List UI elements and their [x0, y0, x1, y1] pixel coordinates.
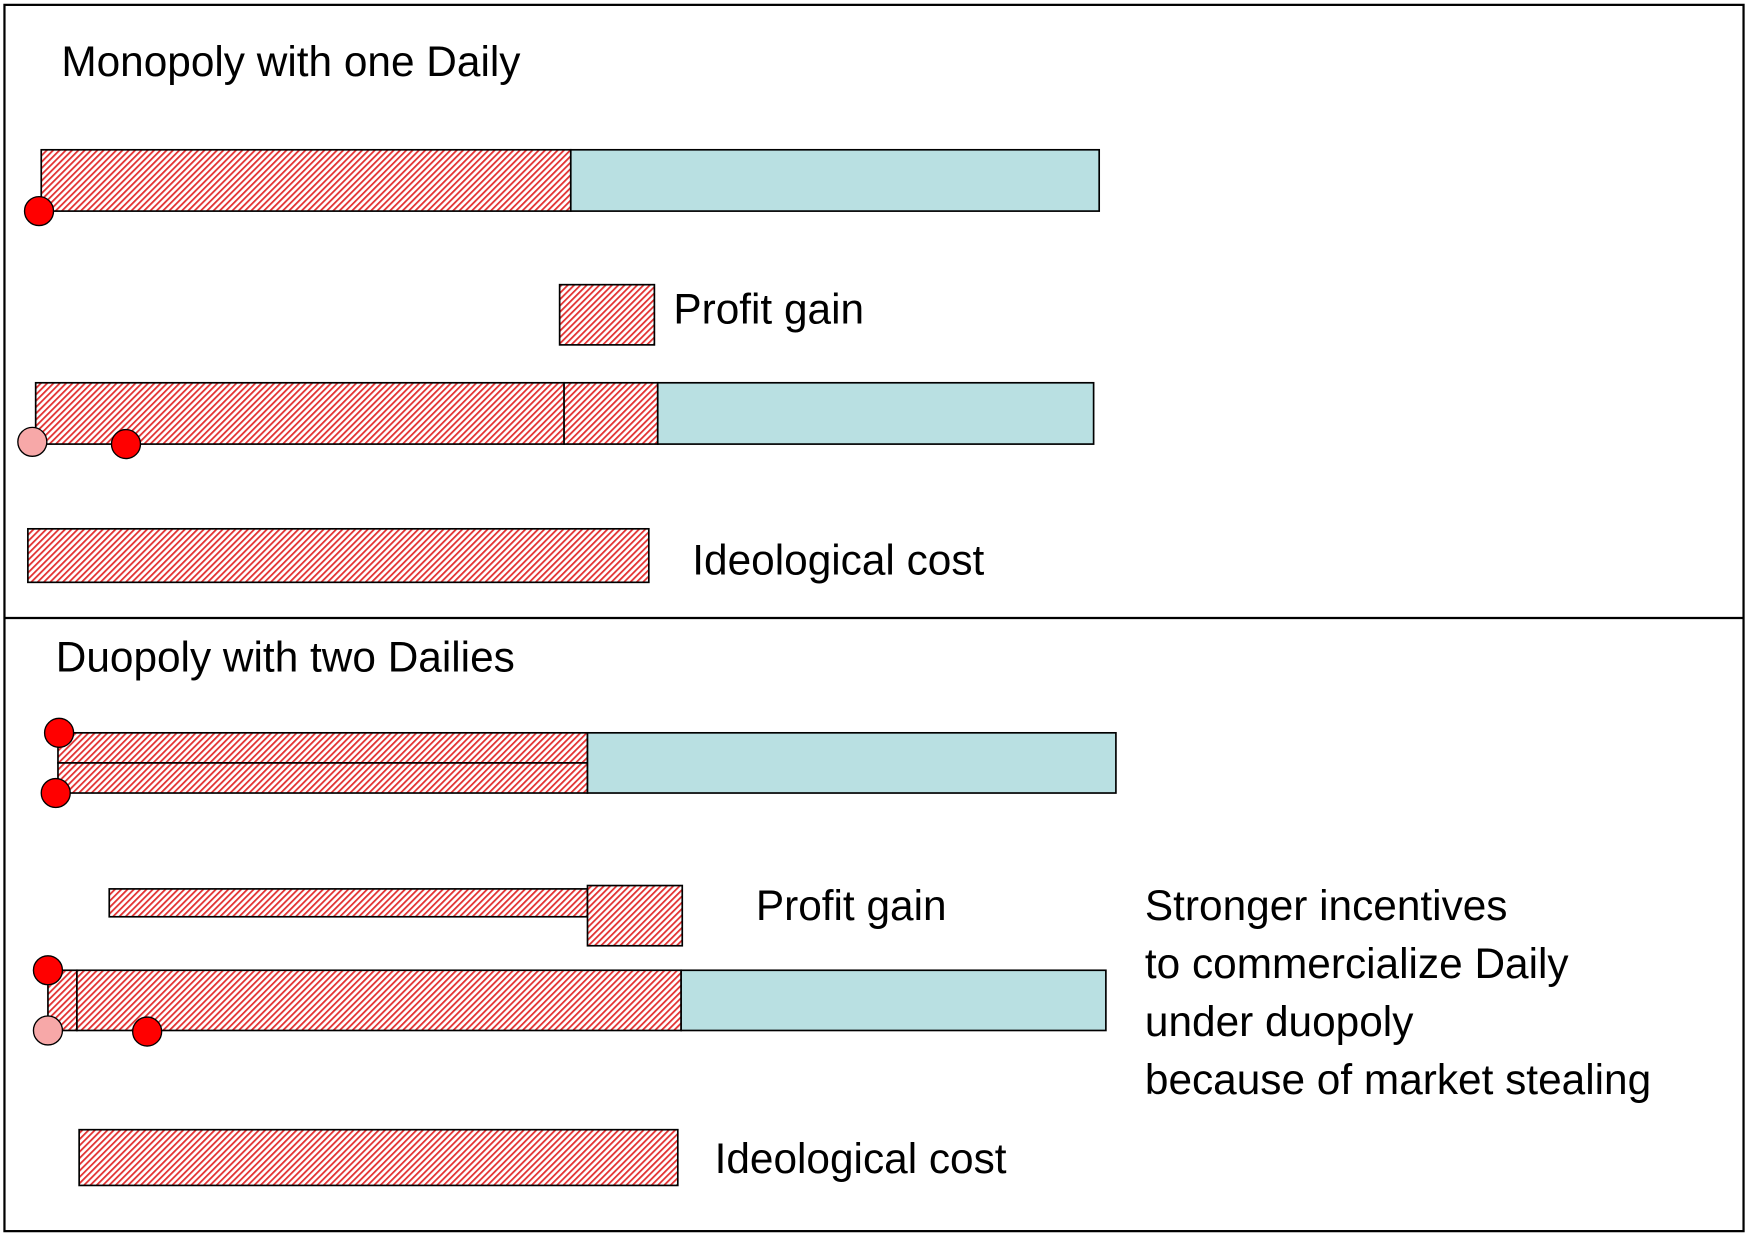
profit-label: Profit gain [673, 286, 864, 333]
note-line: under duopoly [1145, 998, 1414, 1045]
cost-box [78, 1128, 679, 1187]
cost-label: Ideological cost [692, 537, 984, 584]
profit-strip [108, 888, 589, 918]
note-line: Stronger incentives [1145, 882, 1508, 929]
note-line: because of market stealing [1145, 1056, 1651, 1103]
bar [32, 955, 1107, 1047]
profit-label: Profit gain [756, 882, 947, 929]
section-title: Duopoly with two Dailies [56, 634, 515, 681]
cost-label: Ideological cost [715, 1135, 1007, 1182]
bar [40, 717, 1117, 809]
profit-box [586, 884, 684, 947]
note-line: to commercialize Daily [1145, 940, 1570, 987]
bar [17, 381, 1095, 460]
profit-box [558, 283, 656, 346]
cost-box [27, 527, 650, 584]
bar [23, 148, 1101, 227]
section-title: Monopoly with one Daily [61, 38, 521, 85]
